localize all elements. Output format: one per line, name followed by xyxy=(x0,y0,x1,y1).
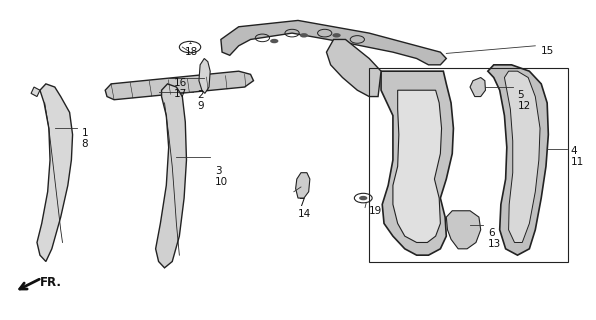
Text: 16: 16 xyxy=(173,77,187,88)
Polygon shape xyxy=(199,59,210,93)
Polygon shape xyxy=(31,87,40,97)
Text: 10: 10 xyxy=(215,178,228,188)
Text: 12: 12 xyxy=(517,101,531,111)
Polygon shape xyxy=(488,65,548,255)
Text: 7: 7 xyxy=(298,198,305,208)
Polygon shape xyxy=(381,71,454,255)
Text: 9: 9 xyxy=(197,101,204,111)
Text: 13: 13 xyxy=(488,239,501,249)
Text: 2: 2 xyxy=(197,90,204,100)
Text: 19: 19 xyxy=(369,206,383,216)
Circle shape xyxy=(270,39,278,43)
Bar xyxy=(369,68,568,261)
Polygon shape xyxy=(327,39,381,97)
Text: FR.: FR. xyxy=(40,276,62,289)
Text: 15: 15 xyxy=(541,46,554,56)
Circle shape xyxy=(333,33,341,37)
Text: 6: 6 xyxy=(488,228,495,238)
Polygon shape xyxy=(37,84,73,261)
Polygon shape xyxy=(105,71,253,100)
Text: 3: 3 xyxy=(215,166,222,176)
Polygon shape xyxy=(446,211,481,249)
Polygon shape xyxy=(393,90,442,243)
Circle shape xyxy=(359,196,367,200)
Polygon shape xyxy=(470,77,486,97)
Text: 14: 14 xyxy=(298,209,311,219)
Text: 4: 4 xyxy=(571,146,578,156)
Text: 18: 18 xyxy=(185,47,198,57)
Text: 5: 5 xyxy=(517,90,524,100)
Polygon shape xyxy=(221,20,446,65)
Polygon shape xyxy=(296,173,310,198)
Text: 17: 17 xyxy=(173,89,187,99)
Polygon shape xyxy=(504,71,540,243)
Text: 11: 11 xyxy=(571,157,584,167)
Text: 1: 1 xyxy=(82,128,88,138)
Polygon shape xyxy=(156,84,187,268)
Text: 8: 8 xyxy=(82,140,88,149)
Circle shape xyxy=(300,33,308,37)
